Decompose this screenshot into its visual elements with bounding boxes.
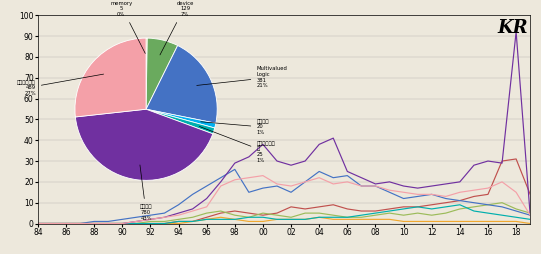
Wedge shape	[146, 45, 217, 123]
Wedge shape	[146, 38, 147, 109]
Wedge shape	[75, 38, 146, 117]
Text: Monolithic 3D
device
129
7%: Monolithic 3D device 129 7%	[160, 0, 203, 55]
Wedge shape	[146, 109, 216, 128]
Text: 뉴로모틱
780
43%: 뉴로모틱 780 43%	[140, 165, 153, 221]
Wedge shape	[75, 109, 213, 180]
Text: 초지전압소자
489
27%: 초지전압소자 489 27%	[17, 74, 104, 96]
Text: 가변장치
20
1%: 가변장치 20 1%	[201, 119, 269, 135]
Text: Multivalued
Logic
381
21%: Multivalued Logic 381 21%	[197, 66, 287, 88]
Wedge shape	[146, 38, 177, 109]
Wedge shape	[146, 109, 215, 134]
Text: logic-in-
memory
5
0%: logic-in- memory 5 0%	[110, 0, 146, 53]
Text: KR: KR	[497, 19, 527, 37]
Text: 광배선관련기
술
25
1%: 광배선관련기 술 25 1%	[200, 126, 275, 163]
